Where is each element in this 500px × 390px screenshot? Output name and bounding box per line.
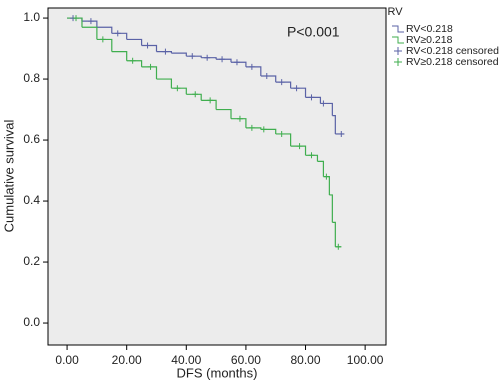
y-tick-label: 0.8 [23, 71, 40, 85]
legend-swatch [394, 47, 402, 55]
survival-step [141, 66, 158, 80]
censor-mark [219, 56, 226, 63]
y-tick-label: 0.4 [23, 193, 40, 207]
legend-title: RV [387, 6, 403, 18]
survival-step [126, 38, 143, 46]
survival-step [231, 118, 247, 128]
censor-mark [296, 143, 303, 150]
censor-mark [308, 94, 315, 101]
x-tick-label: 60.00 [231, 353, 261, 367]
y-tick-label: 0.2 [23, 254, 40, 268]
survival-step [186, 93, 202, 101]
censor-mark [114, 30, 121, 37]
y-tick-label: 0.6 [23, 132, 40, 146]
censor-mark [129, 57, 136, 64]
x-tick-label: 20.00 [112, 353, 142, 367]
censor-mark [278, 79, 285, 86]
y-axis-title: Cumulative survival [1, 120, 16, 233]
censor-mark [323, 173, 330, 180]
censor-mark [87, 18, 94, 25]
censor-mark [278, 130, 285, 137]
censor-mark [207, 97, 214, 104]
censor-mark [162, 48, 169, 55]
legend-swatch [392, 36, 404, 44]
annotation: P<0.001 [287, 24, 340, 40]
survival-step [317, 160, 325, 177]
censor-mark [144, 42, 151, 49]
legend-swatch [392, 25, 404, 33]
y-tick-label: 0.0 [23, 315, 40, 329]
legend-label: RV<0.218 [406, 23, 453, 35]
survival-step [332, 115, 336, 134]
censor-mark [248, 63, 255, 70]
censor-mark [174, 85, 181, 92]
survival-step [329, 194, 333, 223]
x-tick-label: 0.00 [55, 353, 79, 367]
censor-mark [335, 243, 342, 250]
survival-step [81, 20, 98, 28]
censor-mark [233, 59, 240, 66]
censor-mark [189, 53, 196, 60]
legend-label: RV≥0.218 censored [406, 56, 499, 68]
censor-mark [260, 126, 267, 133]
censor-mark [73, 15, 80, 22]
survival-step [290, 145, 307, 156]
legend-label: RV≥0.218 [406, 34, 453, 46]
x-tick-label: 40.00 [171, 353, 201, 367]
censor-mark [236, 115, 243, 122]
censor-mark [204, 54, 211, 61]
x-tick-label: 100.00 [347, 353, 384, 367]
plot-area [47, 7, 387, 346]
censor-mark [293, 85, 300, 92]
survival-step [96, 26, 113, 34]
censor-mark [99, 36, 106, 43]
censor-mark [320, 100, 327, 107]
survival-step [111, 51, 128, 61]
censor-mark [147, 63, 154, 70]
x-tick-label: 80.00 [291, 353, 321, 367]
x-axis-title: DFS (months) [177, 365, 258, 380]
survival-step [216, 108, 232, 119]
censor-mark [308, 152, 315, 159]
censor-mark [263, 73, 270, 80]
censor-mark [248, 124, 255, 131]
y-tick-label: 1.0 [23, 10, 40, 24]
legend-label: RV<0.218 censored [406, 45, 499, 57]
survival-step [156, 78, 172, 89]
censor-mark [192, 91, 199, 98]
survival-step [201, 99, 217, 110]
censor-mark [338, 130, 345, 137]
survival-step [171, 52, 187, 57]
legend-swatch [394, 58, 402, 66]
survival-step [81, 26, 98, 40]
survival-step [332, 221, 336, 247]
